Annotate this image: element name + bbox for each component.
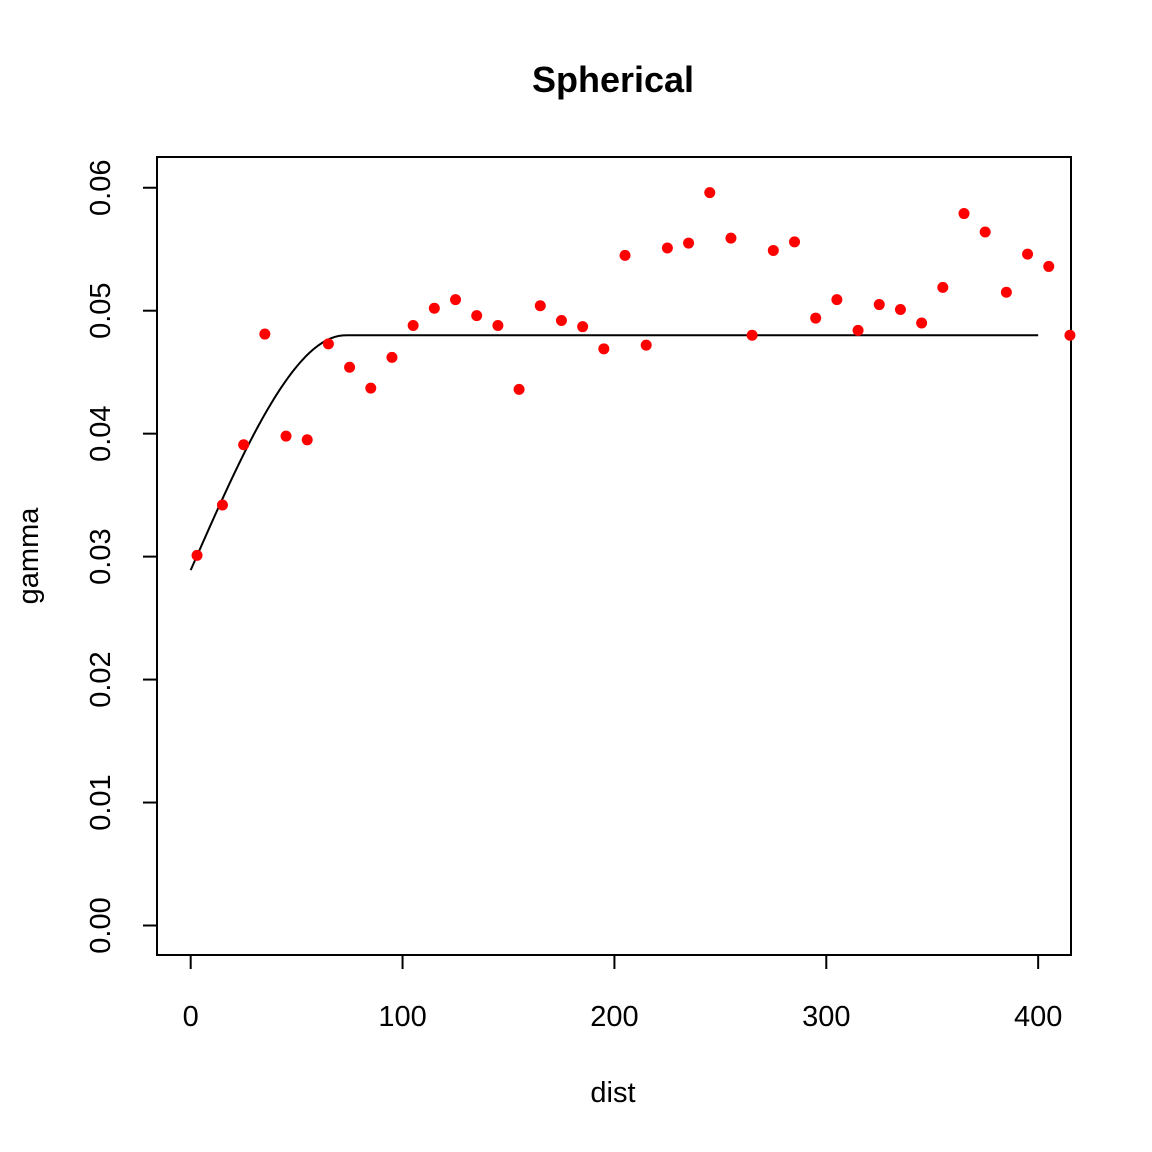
plot-frame bbox=[156, 156, 1072, 956]
x-tick-label: 200 bbox=[590, 1001, 638, 1033]
data-point bbox=[259, 328, 271, 340]
data-point bbox=[1022, 248, 1034, 260]
data-point bbox=[365, 382, 377, 394]
data-point bbox=[1043, 260, 1055, 272]
data-point bbox=[619, 249, 631, 261]
data-point bbox=[216, 499, 228, 511]
data-point bbox=[191, 549, 203, 561]
data-point bbox=[683, 237, 695, 249]
x-axis: 0 100 200 300 400 bbox=[183, 954, 1062, 1033]
x-tick-label: 100 bbox=[378, 1001, 426, 1033]
y-tick-label: 0.02 bbox=[85, 651, 117, 707]
data-point bbox=[450, 294, 462, 306]
data-point bbox=[1000, 286, 1012, 298]
data-point bbox=[322, 338, 334, 350]
data-point bbox=[280, 430, 292, 442]
fitted-model-line bbox=[189, 334, 1039, 571]
y-tick-label: 0.03 bbox=[85, 528, 117, 584]
data-point bbox=[767, 244, 779, 256]
x-tick-label: 300 bbox=[802, 1001, 850, 1033]
data-point bbox=[471, 310, 483, 322]
data-point bbox=[577, 321, 589, 333]
data-point bbox=[958, 208, 970, 220]
data-point bbox=[831, 294, 843, 306]
data-point bbox=[407, 319, 419, 331]
data-point bbox=[598, 343, 610, 355]
data-point bbox=[301, 434, 313, 446]
y-axis-label: gamma bbox=[13, 507, 45, 605]
data-point bbox=[513, 383, 525, 395]
data-point bbox=[661, 242, 673, 254]
data-point bbox=[238, 439, 250, 451]
data-point bbox=[534, 300, 546, 312]
data-point bbox=[789, 236, 801, 248]
data-point bbox=[428, 302, 440, 314]
y-tick-label: 0.01 bbox=[85, 774, 117, 830]
data-point bbox=[386, 351, 398, 363]
data-point bbox=[937, 281, 949, 293]
y-tick-label: 0.04 bbox=[85, 405, 117, 461]
data-point bbox=[916, 317, 928, 329]
data-point bbox=[344, 361, 356, 373]
y-tick-label: 0.00 bbox=[85, 897, 117, 953]
y-tick-label: 0.05 bbox=[85, 282, 117, 338]
data-point bbox=[894, 303, 906, 315]
data-points bbox=[191, 187, 1076, 561]
y-axis: 0.00 0.01 0.02 0.03 0.04 0.05 0.06 bbox=[85, 160, 158, 954]
data-point bbox=[979, 226, 991, 238]
data-point bbox=[640, 339, 652, 351]
data-point bbox=[704, 187, 716, 199]
data-point bbox=[1064, 329, 1076, 341]
data-point bbox=[852, 324, 864, 336]
data-point bbox=[555, 315, 567, 327]
data-point bbox=[746, 329, 758, 341]
data-point bbox=[810, 312, 822, 324]
x-tick-label: 0 bbox=[183, 1001, 199, 1033]
chart-title: Spherical bbox=[532, 59, 694, 100]
data-point bbox=[492, 319, 504, 331]
x-axis-label: dist bbox=[590, 1077, 635, 1109]
y-tick-label: 0.06 bbox=[85, 160, 117, 216]
x-tick-label: 400 bbox=[1014, 1001, 1062, 1033]
data-point bbox=[873, 299, 885, 311]
data-point bbox=[725, 232, 737, 244]
